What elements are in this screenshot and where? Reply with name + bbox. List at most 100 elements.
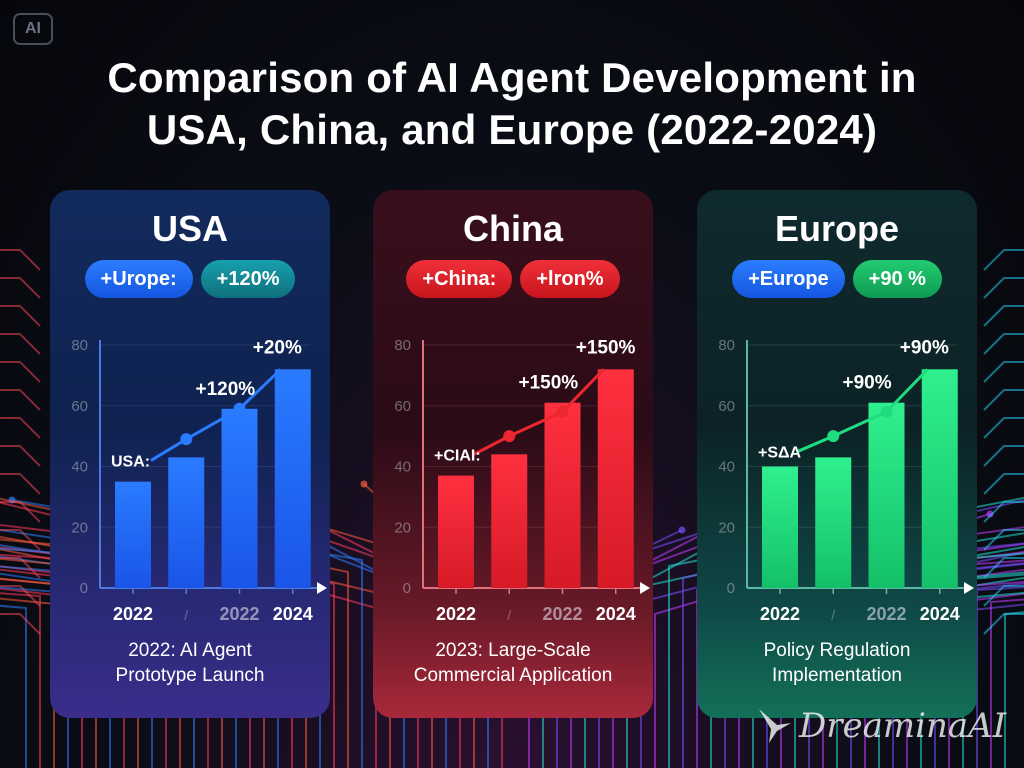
bar xyxy=(438,475,474,588)
circuit-trace xyxy=(0,585,41,607)
y-tick-label: 20 xyxy=(71,519,88,536)
y-tick-label: 80 xyxy=(71,337,88,354)
x-tick-label: 2024 xyxy=(920,604,960,624)
panel-title: Europe xyxy=(774,208,899,249)
y-tick-label: 40 xyxy=(718,459,735,476)
bar xyxy=(115,481,151,588)
chart-svg: 0 20 40 60 80 2022 / 2022 2024 +SΔA +90% +90% xyxy=(718,337,974,624)
panel-caption: 2023: Large-Scale Commercial Application xyxy=(373,638,653,688)
bar xyxy=(762,466,798,588)
y-tick-label: 60 xyxy=(71,398,88,415)
y-tick-label: 40 xyxy=(394,459,411,476)
circuit-trace xyxy=(0,361,41,383)
bar xyxy=(868,402,905,588)
circuit-trace xyxy=(0,604,27,768)
data-annotation: +120% xyxy=(196,379,256,400)
circuit-trace xyxy=(0,557,41,579)
data-annotation: +CIAI: xyxy=(434,447,481,464)
circuit-trace xyxy=(0,277,41,299)
pill-label: +Europe xyxy=(732,260,845,298)
bar xyxy=(815,457,852,588)
circuit-trace xyxy=(0,389,41,411)
circuit-trace xyxy=(0,249,41,271)
x-axis-arrow-icon xyxy=(964,582,974,594)
x-tick-label: 2022 xyxy=(219,604,259,624)
pill-value: +120% xyxy=(200,260,296,298)
circuit-trace xyxy=(983,361,1024,383)
data-annotation: +150% xyxy=(576,337,636,358)
chart-svg: 0 20 40 60 80 2022 / 2022 2024 USA: +120% +20% xyxy=(71,337,327,624)
y-tick-label: 20 xyxy=(718,519,735,536)
x-tick-label: 2022 xyxy=(113,604,153,624)
y-tick-label: 0 xyxy=(727,580,735,597)
trend-point xyxy=(503,430,516,443)
y-tick-label: 60 xyxy=(394,398,411,415)
panel-title: USA xyxy=(151,208,228,249)
pill-label: +China: xyxy=(406,260,513,298)
x-axis-arrow-icon xyxy=(317,582,327,594)
title-line-2: USA, China, and Europe (2022-2024) xyxy=(146,106,878,153)
panel-china: China +China: +lron% 0 20 40 60 80 2022 / 2022 2… xyxy=(373,190,653,718)
x-tick-label: 2024 xyxy=(596,604,636,624)
title-line-1: Comparison of AI Agent Development in xyxy=(107,54,917,101)
trend-point xyxy=(880,405,893,418)
circuit-trace xyxy=(0,501,41,523)
x-tick-label: 2022 xyxy=(542,604,582,624)
watermark-text: DreaminaAI xyxy=(799,706,1007,746)
circuit-trace xyxy=(0,305,41,327)
bar xyxy=(221,408,258,588)
circuit-trace xyxy=(990,598,1024,768)
x-tick-label: / xyxy=(184,607,188,623)
circuit-trace xyxy=(0,417,41,439)
bar xyxy=(168,457,205,588)
caption-line: Policy Regulation xyxy=(763,640,911,661)
data-annotation: +90% xyxy=(900,337,949,358)
bar xyxy=(274,369,311,588)
circuit-trace xyxy=(983,417,1024,439)
y-tick-label: 80 xyxy=(394,337,411,354)
trend-line xyxy=(473,368,605,456)
circuit-trace xyxy=(983,501,1024,523)
caption-line: Commercial Application xyxy=(413,665,613,686)
data-annotation: +20% xyxy=(253,337,302,358)
circuit-trace xyxy=(983,277,1024,299)
trend-point xyxy=(233,402,246,415)
bar xyxy=(921,369,958,588)
circuit-trace xyxy=(983,613,1024,635)
pill-label: +Urope: xyxy=(84,260,193,298)
data-annotation: +SΔA xyxy=(758,444,802,461)
circuit-trace xyxy=(983,333,1024,355)
chart-china: 0 20 40 60 80 2022 / 2022 2024 +CIAI: +150% +150% xyxy=(383,330,650,630)
x-tick-label: / xyxy=(831,607,835,623)
caption-line: 2023: Large-Scale xyxy=(435,640,591,661)
circuit-trace xyxy=(0,613,41,635)
data-annotation: +90% xyxy=(843,373,892,394)
circuit-trace xyxy=(983,249,1024,271)
x-tick-label: / xyxy=(507,607,511,623)
circuit-node xyxy=(360,480,368,488)
panel-europe: Europe +Europe +90 % 0 20 40 60 80 2022 / 2022 2… xyxy=(697,190,977,718)
chart-europe: 0 20 40 60 80 2022 / 2022 2024 +SΔA +90% +90% xyxy=(707,330,974,630)
trend-point xyxy=(827,430,840,443)
chart-svg: 0 20 40 60 80 2022 / 2022 2024 +CIAI: +150% +150% xyxy=(394,337,650,624)
star-swoosh-icon xyxy=(759,709,791,743)
trend-line xyxy=(797,368,929,453)
circuit-node xyxy=(678,526,686,534)
trend-point xyxy=(556,405,569,418)
trend-line xyxy=(150,368,282,462)
y-tick-label: 0 xyxy=(403,580,411,597)
bar xyxy=(491,454,528,588)
y-tick-label: 0 xyxy=(80,580,88,597)
circuit-trace xyxy=(0,445,41,467)
watermark: DreaminaAI xyxy=(755,706,1006,746)
circuit-trace xyxy=(983,473,1024,495)
circuit-trace xyxy=(0,473,41,495)
data-annotation: USA: xyxy=(111,453,150,470)
panel-usa: USA +Urope: +120% 0 20 40 60 80 2022 / 2022 2024… xyxy=(50,190,330,718)
circuit-trace xyxy=(0,592,41,768)
circuit-trace xyxy=(983,389,1024,411)
y-tick-label: 40 xyxy=(71,459,88,476)
panel-caption: Policy Regulation Implementation xyxy=(697,638,977,688)
x-axis-arrow-icon xyxy=(640,582,650,594)
bar xyxy=(544,402,581,588)
